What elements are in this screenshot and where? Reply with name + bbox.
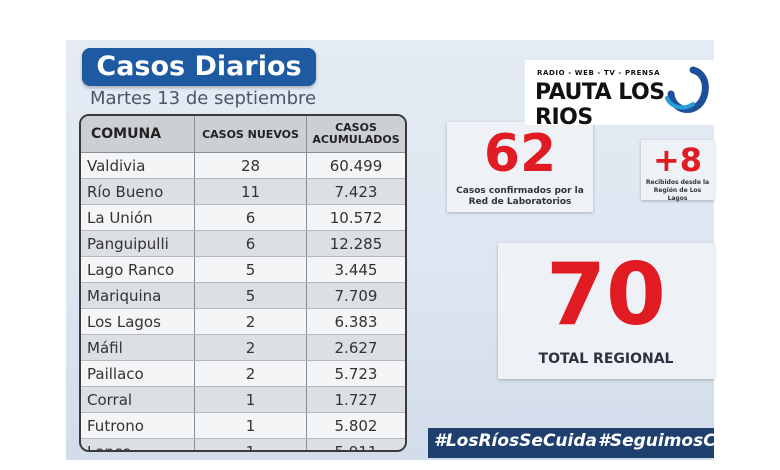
logo-tagline: RADIO - WEB - TV - PRENSA bbox=[537, 69, 661, 77]
regional-total-caption: TOTAL REGIONAL bbox=[538, 351, 674, 367]
cell-comuna: Máfil bbox=[81, 335, 195, 360]
column-header-casos-nuevos: CASOS NUEVOS bbox=[195, 116, 307, 152]
external-cases-caption: Recibidos desde la Región de Los Lagos bbox=[645, 179, 710, 202]
cell-casos-acumulados: 7.709 bbox=[334, 286, 378, 305]
report-date: Martes 13 de septiembre bbox=[90, 88, 317, 109]
table-row: Lago Ranco 5 3.445 bbox=[81, 256, 405, 282]
cell-casos-acumulados: 3.445 bbox=[334, 260, 378, 279]
lab-cases-value: 62 bbox=[483, 124, 557, 184]
cell-comuna: Paillaco bbox=[81, 361, 195, 386]
cell-comuna: Río Bueno bbox=[81, 179, 195, 204]
cell-casos-nuevos: 6 bbox=[195, 205, 307, 230]
lab-cases-caption: Casos confirmados por la Red de Laborato… bbox=[456, 186, 584, 207]
logo-name: PAUTA LOS RIOS bbox=[535, 80, 665, 125]
hashtag-los-rios-se-cuida: #LosRíosSeCuida bbox=[434, 431, 597, 451]
cell-casos-nuevos: 11 bbox=[195, 179, 307, 204]
cell-comuna: Futrono bbox=[81, 413, 195, 438]
column-header-casos-acumulados: CASOS ACUMULADOS bbox=[312, 121, 400, 146]
cell-casos-acumulados: 6.383 bbox=[334, 312, 378, 331]
cases-table: COMUNA CASOS NUEVOS CASOS ACUMULADOS Val… bbox=[79, 114, 407, 452]
table-row: Máfil 2 2.627 bbox=[81, 334, 405, 360]
cell-comuna: Lanco bbox=[81, 439, 195, 450]
cell-casos-nuevos: 28 bbox=[195, 153, 307, 178]
external-cases-card: +8 Recibidos desde la Región de Los Lago… bbox=[641, 140, 714, 202]
table-row: Lanco 1 5.911 bbox=[81, 438, 405, 452]
cell-comuna: Corral bbox=[81, 387, 195, 412]
cell-casos-acumulados: 7.423 bbox=[334, 182, 378, 201]
regional-total-value: 70 bbox=[546, 245, 666, 345]
table-row: Río Bueno 11 7.423 bbox=[81, 178, 405, 204]
table-row: Mariquina 5 7.709 bbox=[81, 282, 405, 308]
cell-casos-nuevos: 2 bbox=[195, 361, 307, 386]
table-row: Corral 1 1.727 bbox=[81, 386, 405, 412]
lab-cases-card: 62 Casos confirmados por la Red de Labor… bbox=[447, 122, 593, 212]
table-row: Valdivia 28 60.499 bbox=[81, 153, 405, 178]
hashtag-seguimos-cuidandonos: #SeguimosCuidándonos bbox=[598, 431, 714, 451]
river-swoosh-icon bbox=[665, 66, 709, 113]
cell-casos-nuevos: 1 bbox=[195, 387, 307, 412]
external-cases-value: +8 bbox=[652, 141, 703, 179]
cell-casos-acumulados: 5.802 bbox=[334, 416, 378, 435]
table-row: Futrono 1 5.802 bbox=[81, 412, 405, 438]
table-row: La Unión 6 10.572 bbox=[81, 204, 405, 230]
cell-comuna: Los Lagos bbox=[81, 309, 195, 334]
column-header-comuna: COMUNA bbox=[81, 116, 195, 152]
cell-casos-nuevos: 6 bbox=[195, 231, 307, 256]
page-title: Casos Diarios bbox=[82, 48, 316, 86]
cell-comuna: La Unión bbox=[81, 205, 195, 230]
brand-logo: RADIO - WEB - TV - PRENSA PAUTA LOS RIOS bbox=[525, 60, 714, 125]
regional-total-card: 70 TOTAL REGIONAL bbox=[498, 243, 714, 379]
cell-comuna: Valdivia bbox=[81, 153, 195, 178]
cell-casos-nuevos: 1 bbox=[195, 413, 307, 438]
cell-casos-acumulados: 12.285 bbox=[329, 234, 383, 253]
cell-casos-acumulados: 5.911 bbox=[334, 442, 378, 452]
table-row: Panguipulli 6 12.285 bbox=[81, 230, 405, 256]
table-header: COMUNA CASOS NUEVOS CASOS ACUMULADOS bbox=[81, 116, 405, 153]
cell-comuna: Panguipulli bbox=[81, 231, 195, 256]
cell-casos-nuevos: 5 bbox=[195, 257, 307, 282]
cell-casos-nuevos: 1 bbox=[195, 439, 307, 450]
cell-casos-acumulados: 2.627 bbox=[334, 338, 378, 357]
hashtag-bar: #LosRíosSeCuida #SeguimosCuidándonos bbox=[428, 428, 714, 458]
table-row: Paillaco 2 5.723 bbox=[81, 360, 405, 386]
cell-comuna: Lago Ranco bbox=[81, 257, 195, 282]
cell-casos-acumulados: 1.727 bbox=[334, 390, 378, 409]
cell-casos-nuevos: 2 bbox=[195, 309, 307, 334]
cell-comuna: Mariquina bbox=[81, 283, 195, 308]
table-row: Los Lagos 2 6.383 bbox=[81, 308, 405, 334]
cell-casos-acumulados: 5.723 bbox=[334, 364, 378, 383]
cell-casos-nuevos: 2 bbox=[195, 335, 307, 360]
table-body: Valdivia 28 60.499 Río Bueno 11 7.423 La Unión… bbox=[81, 153, 405, 452]
cell-casos-acumulados: 60.499 bbox=[329, 156, 383, 175]
cell-casos-nuevos: 5 bbox=[195, 283, 307, 308]
cell-casos-acumulados: 10.572 bbox=[329, 208, 383, 227]
